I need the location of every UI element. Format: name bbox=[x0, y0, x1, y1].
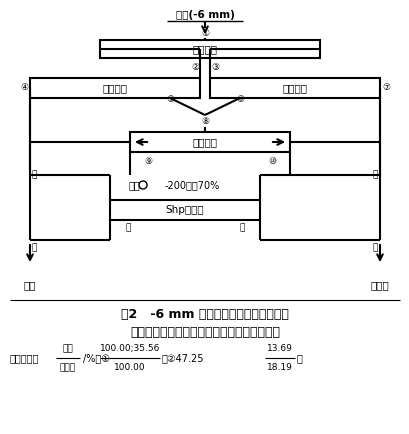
Text: 永磁精选: 永磁精选 bbox=[282, 83, 307, 93]
Text: 13.69: 13.69 bbox=[266, 344, 292, 353]
Text: 一次精选、中矿再选、尾矿再磨再选试验流程: 一次精选、中矿再选、尾矿再磨再选试验流程 bbox=[130, 326, 279, 339]
Text: 100.00;35.56: 100.00;35.56 bbox=[99, 344, 160, 353]
Text: 永磁粗选: 永磁粗选 bbox=[192, 44, 217, 54]
Bar bbox=[110, 200, 259, 220]
Text: Shp强磁选: Shp强磁选 bbox=[165, 205, 204, 215]
Text: ⑮: ⑮ bbox=[32, 243, 37, 253]
Text: /%；①: /%；① bbox=[83, 353, 110, 363]
Text: ；②47.25: ；②47.25 bbox=[162, 353, 204, 363]
Text: 18.19: 18.19 bbox=[266, 363, 292, 372]
Text: ⑧: ⑧ bbox=[200, 118, 209, 126]
Text: 永磁扫选: 永磁扫选 bbox=[102, 83, 127, 93]
Text: 磨矿: 磨矿 bbox=[128, 180, 139, 190]
Text: ⑭: ⑭ bbox=[372, 171, 377, 180]
Text: 回收率: 回收率 bbox=[60, 363, 76, 372]
Text: 品位: 品位 bbox=[63, 344, 73, 353]
Text: ⑨: ⑨ bbox=[144, 157, 152, 165]
Text: 尾矿: 尾矿 bbox=[24, 280, 36, 290]
Text: ；: ； bbox=[296, 353, 302, 363]
Text: ⑪: ⑪ bbox=[32, 171, 37, 180]
Text: 图2   -6 mm 原矿一次粗选、一次扫选、: 图2 -6 mm 原矿一次粗选、一次扫选、 bbox=[121, 309, 288, 322]
Bar bbox=[100, 40, 319, 58]
Text: ⑫: ⑫ bbox=[125, 224, 130, 233]
Text: ④: ④ bbox=[20, 83, 28, 92]
Text: 图例：产率: 图例：产率 bbox=[10, 353, 39, 363]
Text: ⑬: ⑬ bbox=[239, 224, 244, 233]
Text: ③: ③ bbox=[210, 62, 218, 72]
Text: 100.00: 100.00 bbox=[114, 363, 146, 372]
Text: ⑤: ⑤ bbox=[166, 95, 174, 105]
Text: 铁精矿: 铁精矿 bbox=[370, 280, 389, 290]
Text: ⑥: ⑥ bbox=[235, 95, 243, 105]
Text: ⑦: ⑦ bbox=[381, 83, 389, 92]
Text: -200目占70%: -200目占70% bbox=[164, 180, 220, 190]
Text: ⑯: ⑯ bbox=[372, 243, 377, 253]
Text: ②: ② bbox=[191, 62, 199, 72]
Text: ⑩: ⑩ bbox=[267, 157, 275, 165]
Text: ①: ① bbox=[200, 29, 209, 37]
Text: 原矿(-6 mm): 原矿(-6 mm) bbox=[175, 10, 234, 20]
Text: 中矿再选: 中矿再选 bbox=[192, 137, 217, 147]
Bar bbox=[130, 132, 289, 152]
Bar bbox=[209, 78, 379, 98]
Bar bbox=[30, 78, 200, 98]
